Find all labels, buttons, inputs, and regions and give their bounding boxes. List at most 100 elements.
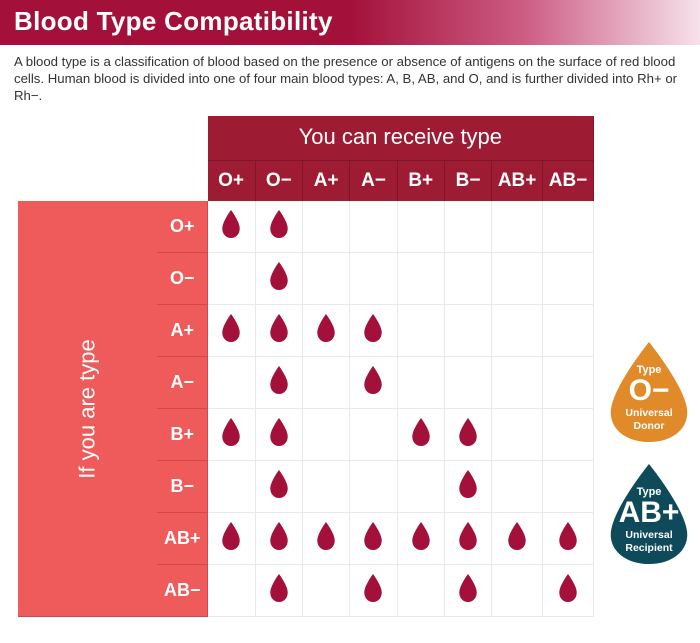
table-row: If you are typeO+ [18,201,594,253]
blood-drop-icon [267,312,291,344]
blood-drop-icon [219,208,243,240]
compatibility-cell [397,253,444,305]
blood-drop-icon [361,364,385,396]
badge-universal-recipient: TypeAB+UniversalRecipient [606,462,692,566]
receive-col-label: AB+ [492,161,543,201]
compatibility-cell [350,357,397,409]
blood-drop-icon [456,520,480,552]
iftype-row-label: B+ [157,409,207,461]
iftype-row-label: B− [157,461,207,513]
content-layout: You can receive type O+O−A+A−B+B−AB+AB− … [0,110,700,617]
receive-header: You can receive type [208,116,594,161]
iftype-row-label: O− [157,253,207,305]
compatibility-cell [208,461,255,513]
compatibility-cell [543,253,594,305]
compatibility-cell [492,305,543,357]
compatibility-cell [255,461,303,513]
compatibility-cell [303,461,350,513]
compatibility-cell [444,513,491,565]
compatibility-cell [208,513,255,565]
compatibility-cell [444,409,491,461]
badge-sub2: Donor [634,421,665,433]
compatibility-cell [303,305,350,357]
receive-col-label: B+ [397,161,444,201]
compatibility-cell [543,409,594,461]
compatibility-cell [492,357,543,409]
blood-drop-icon [361,312,385,344]
compatibility-cell [255,357,303,409]
badge-sub2: Recipient [625,543,672,555]
blood-drop-icon [409,520,433,552]
badges-column: TypeO−UniversalDonor TypeAB+UniversalReci… [606,340,692,566]
badge-bloodtype: AB+ [619,498,680,528]
compatibility-cell [444,201,491,253]
compatibility-cell [492,409,543,461]
iftype-row-label: A+ [157,305,207,357]
blood-drop-icon [314,520,338,552]
receive-col-label: A+ [303,161,350,201]
badge-bloodtype: O− [629,376,670,406]
compatibility-cell [303,513,350,565]
compatibility-table: You can receive type O+O−A+A−B+B−AB+AB− … [18,116,594,617]
compatibility-cell [543,357,594,409]
blood-drop-icon [219,312,243,344]
description-text: A blood type is a classification of bloo… [0,45,700,110]
compatibility-cell [444,357,491,409]
blood-drop-icon [219,416,243,448]
compatibility-cell [397,513,444,565]
receive-col-label: O+ [208,161,255,201]
blood-drop-icon [456,416,480,448]
blood-drop-icon [267,468,291,500]
compatibility-cell [255,565,303,617]
compatibility-cell [303,253,350,305]
badge-universal-donor: TypeO−UniversalDonor [606,340,692,444]
compatibility-cell [350,305,397,357]
compatibility-cell [444,253,491,305]
compatibility-cell [350,565,397,617]
compatibility-cell [397,461,444,513]
iftype-row-label: AB− [157,565,207,617]
compatibility-cell [492,253,543,305]
compatibility-cell [492,513,543,565]
compatibility-cell [208,409,255,461]
compatibility-cell [492,201,543,253]
compatibility-cell [208,357,255,409]
blood-drop-icon [219,520,243,552]
compatibility-cell [397,201,444,253]
compatibility-table-wrap: You can receive type O+O−A+A−B+B−AB+AB− … [18,116,594,617]
compatibility-cell [543,461,594,513]
compatibility-cell [208,201,255,253]
iftype-row-label: A− [157,357,207,409]
receive-col-label: AB− [543,161,594,201]
receive-col-label: O− [255,161,303,201]
blood-drop-icon [267,416,291,448]
blood-drop-icon [556,520,580,552]
spacer [18,116,208,161]
compatibility-cell [255,201,303,253]
compatibility-cell [397,305,444,357]
compatibility-cell [350,253,397,305]
compatibility-cell [255,253,303,305]
blood-drop-icon [361,572,385,604]
iftype-row-label: O+ [157,201,207,253]
compatibility-cell [397,357,444,409]
blood-drop-icon [505,520,529,552]
compatibility-cell [208,305,255,357]
compatibility-cell [543,565,594,617]
compatibility-cell [543,305,594,357]
blood-drop-icon [409,416,433,448]
blood-drop-icon [267,520,291,552]
receive-col-label: A− [350,161,397,201]
spacer [18,161,208,201]
compatibility-cell [303,409,350,461]
compatibility-cell [208,253,255,305]
compatibility-cell [303,357,350,409]
blood-drop-icon [456,572,480,604]
iftype-row-label: AB+ [157,513,207,565]
compatibility-cell [444,461,491,513]
compatibility-cell [255,409,303,461]
compatibility-cell [444,565,491,617]
compatibility-cell [492,461,543,513]
blood-drop-icon [267,260,291,292]
compatibility-cell [303,201,350,253]
